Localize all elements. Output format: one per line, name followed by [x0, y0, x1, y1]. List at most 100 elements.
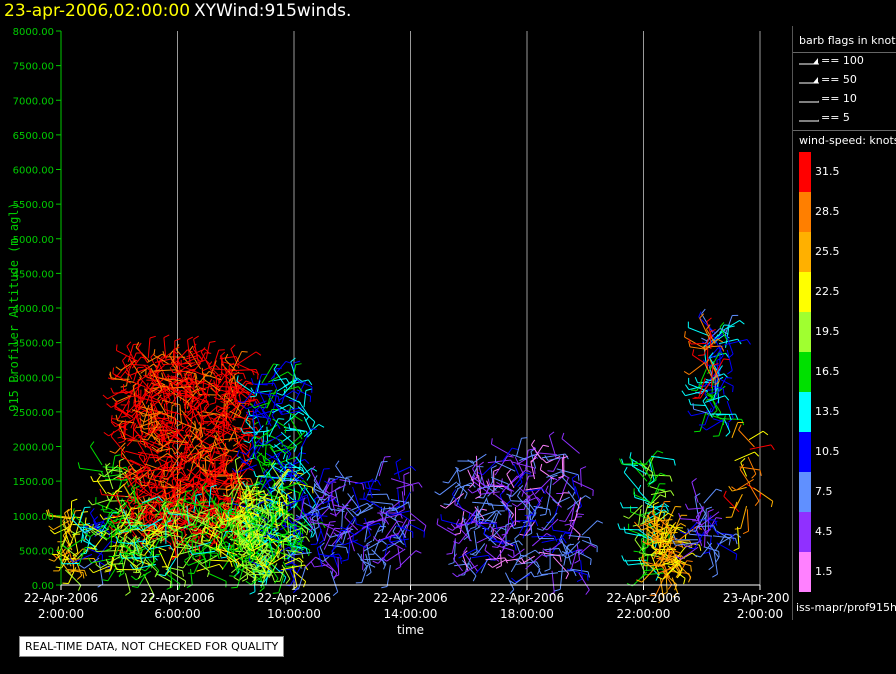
wind-barb — [231, 524, 245, 541]
wind-barb — [270, 360, 292, 380]
wind-barb — [320, 561, 334, 576]
wind-barb — [698, 335, 710, 356]
colorbar-label: 1.5 — [815, 565, 833, 578]
wind-barb — [214, 509, 224, 528]
wind-barb — [256, 452, 265, 474]
wind-barb — [705, 365, 723, 382]
wind-barb — [392, 525, 403, 543]
wind-barb — [469, 543, 486, 556]
wind-barb — [149, 536, 168, 557]
wind-barb — [164, 504, 185, 513]
wind-barb — [554, 565, 564, 592]
wind-barb — [165, 568, 187, 587]
wind-barb — [381, 548, 406, 562]
colorbar-swatch — [799, 272, 811, 312]
wind-barb — [471, 530, 478, 555]
y-tick-label: 8000.00 — [13, 27, 54, 38]
wind-barb — [160, 358, 180, 365]
wind-barb — [470, 509, 478, 530]
colorbar-swatch — [799, 512, 811, 552]
wind-barb — [490, 465, 497, 483]
wind-barb — [188, 548, 216, 555]
wind-barb — [476, 488, 500, 495]
wind-barb — [342, 475, 353, 492]
wind-barb — [207, 572, 227, 588]
y-tick-label: 0.00 — [32, 581, 54, 592]
wind-barb — [687, 410, 706, 417]
wind-barb — [209, 384, 218, 405]
wind-barb — [285, 543, 293, 566]
wind-barb — [145, 463, 165, 477]
wind-barb — [623, 466, 640, 491]
wind-barb — [502, 520, 521, 540]
wind-barb — [212, 349, 225, 367]
wind-barb — [354, 479, 382, 486]
wind-barb — [217, 543, 238, 564]
wind-barb — [650, 490, 675, 496]
wind-barb — [254, 552, 270, 565]
wind-barb — [204, 360, 217, 377]
barb-flag-label: == 10 — [821, 92, 857, 105]
wind-barb — [260, 388, 278, 409]
wind-barb — [539, 492, 551, 516]
wind-barb — [518, 487, 531, 504]
wind-barb — [382, 540, 405, 552]
wind-barb — [303, 423, 325, 437]
wind-barb — [462, 550, 469, 572]
wind-barb — [124, 489, 147, 504]
wind-barb — [155, 453, 173, 463]
wind-barb — [296, 389, 312, 403]
wind-barb — [523, 496, 542, 504]
y-tick-label: 1500.00 — [13, 477, 54, 488]
wind-barb — [530, 439, 543, 460]
wind-barb — [678, 512, 697, 521]
wind-barb — [161, 416, 175, 435]
wind-barb — [127, 494, 149, 501]
wind-barb — [128, 439, 146, 448]
wind-barb — [234, 456, 241, 484]
wind-barb — [277, 482, 287, 504]
wind-barb — [205, 424, 223, 437]
wind-barb — [46, 509, 72, 520]
x-tick-time: 22:00:00 — [617, 607, 671, 621]
wind-barb — [661, 568, 668, 596]
wind-barb — [274, 567, 286, 583]
wind-barb — [712, 551, 719, 578]
data-source-label: iss-mapr/prof915h — [796, 601, 896, 614]
wind-barb — [140, 430, 160, 446]
wind-barb — [748, 430, 769, 441]
wind-barb — [149, 456, 174, 463]
wind-barb — [525, 488, 546, 495]
colorbar-swatch — [799, 352, 811, 392]
wind-barb — [742, 509, 750, 535]
wind-barb — [454, 467, 461, 488]
wind-barb — [642, 555, 665, 568]
wind-barb — [167, 434, 188, 444]
wind-barb — [171, 476, 189, 497]
wind-barb — [623, 504, 643, 519]
wind-barb — [169, 350, 178, 368]
wind-barb — [712, 535, 738, 545]
wind-barb — [333, 557, 340, 578]
wind-barb — [331, 498, 352, 510]
wind-barb — [67, 533, 81, 553]
wind-barb — [501, 447, 519, 462]
wind-barb — [395, 525, 414, 538]
wind-barb — [137, 441, 148, 463]
wind-barb — [210, 417, 225, 431]
wind-barb — [113, 535, 128, 557]
wind-barb — [511, 493, 534, 507]
wind-barb — [442, 467, 459, 484]
wind-barb — [283, 411, 305, 426]
wind-barb — [175, 344, 193, 368]
wind-barb — [644, 518, 664, 537]
wind-barb — [434, 481, 458, 496]
wind-barb — [176, 355, 183, 378]
wind-barb — [701, 417, 727, 431]
wind-barb — [284, 553, 303, 569]
wind-barb — [270, 508, 280, 534]
wind-barb — [525, 448, 534, 470]
wind-barb — [202, 522, 223, 540]
wind-barb — [489, 547, 505, 561]
wind-barb — [161, 399, 182, 411]
